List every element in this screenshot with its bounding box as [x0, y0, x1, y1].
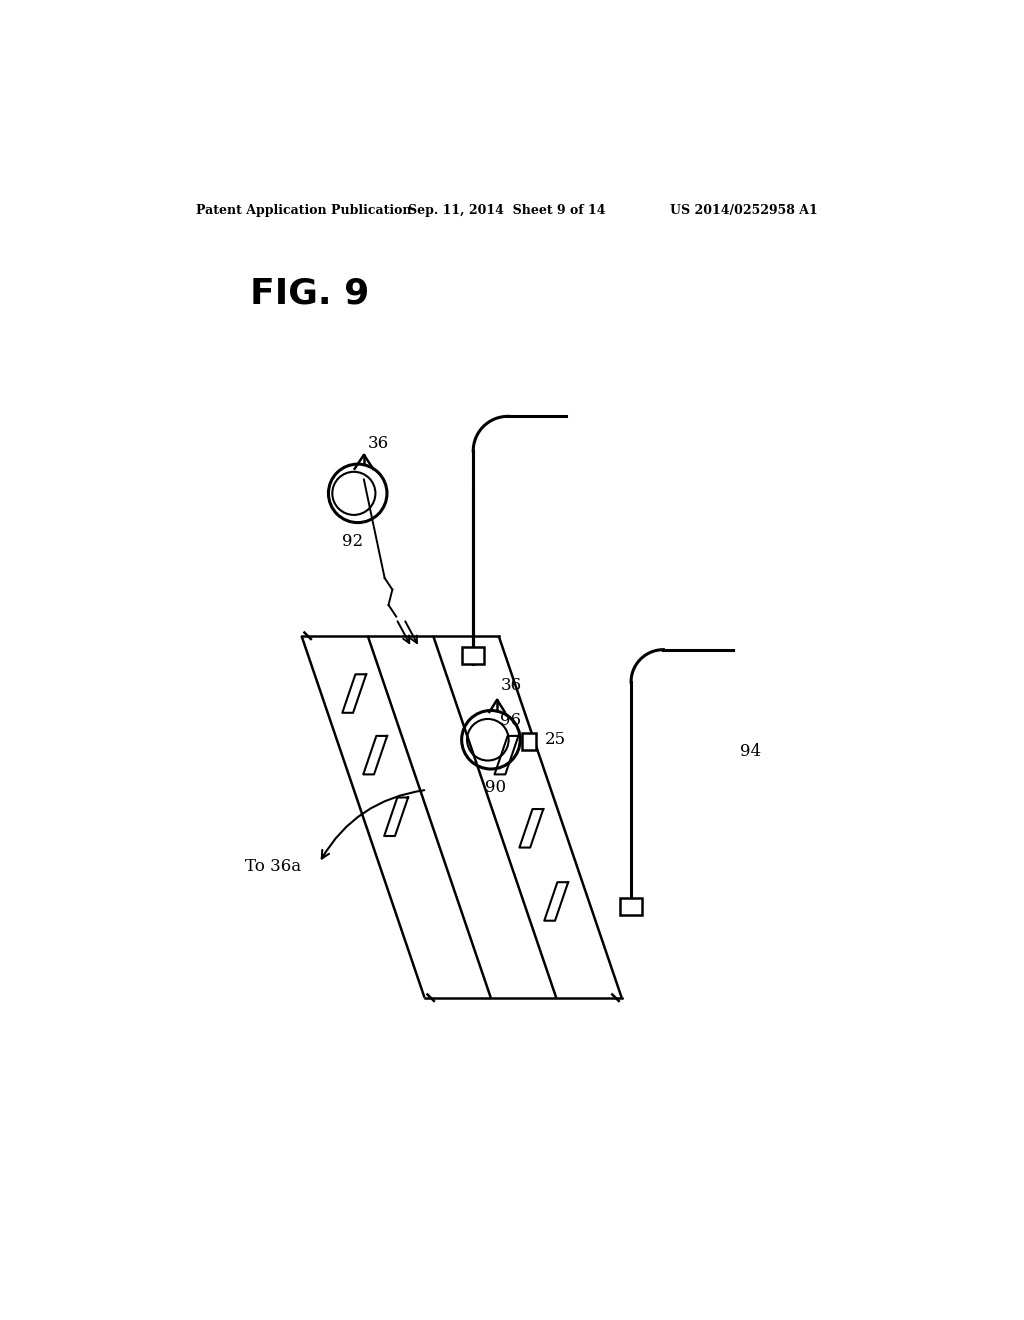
Text: 92: 92 [342, 532, 364, 549]
Text: 96: 96 [500, 711, 521, 729]
Text: 25: 25 [545, 731, 566, 748]
Text: 36: 36 [368, 434, 389, 451]
Text: 94: 94 [740, 743, 762, 760]
Text: 90: 90 [484, 779, 506, 796]
Bar [521, 733, 536, 750]
Bar [621, 898, 642, 915]
Text: US 2014/0252958 A1: US 2014/0252958 A1 [670, 205, 817, 218]
Text: 36: 36 [501, 677, 522, 694]
Text: To 36a: To 36a [245, 858, 301, 875]
Text: Patent Application Publication: Patent Application Publication [196, 205, 412, 218]
Bar [463, 647, 484, 664]
Text: FIG. 9: FIG. 9 [250, 276, 370, 310]
Text: Sep. 11, 2014  Sheet 9 of 14: Sep. 11, 2014 Sheet 9 of 14 [408, 205, 605, 218]
